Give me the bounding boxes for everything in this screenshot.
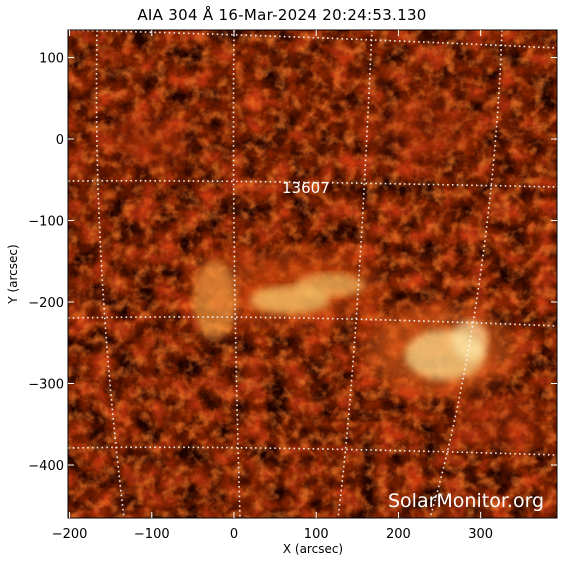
x-tick-label: 100 [304, 527, 329, 542]
heliographic-grid [68, 30, 557, 518]
plot-title: AIA 304 Å 16-Mar-2024 20:24:53.130 [137, 6, 427, 24]
y-tick-label: −300 [28, 378, 64, 393]
plot-frame [67, 29, 558, 519]
bright-active-region-glow [105, 100, 540, 450]
active-region-label: 13607 [282, 179, 330, 197]
x-axis-title: X (arcsec) [283, 542, 343, 556]
x-tick-label: 300 [468, 527, 493, 542]
y-axis-title: Y (arcsec) [6, 244, 20, 304]
y-tick-label: −400 [28, 459, 64, 474]
solarmonitor-watermark: SolarMonitor.org [388, 490, 544, 512]
y-tick-label: 0 [56, 133, 64, 148]
x-tick-label: 0 [230, 527, 238, 542]
x-tick-label: 200 [386, 527, 411, 542]
y-tick-label: −100 [28, 215, 64, 230]
y-tick-label: 100 [39, 52, 64, 67]
solar-image: 13607 SolarMonitor.org [68, 30, 557, 518]
x-tick-label: −200 [52, 527, 88, 542]
y-tick-label: −200 [28, 296, 64, 311]
x-axis: −200 −100 0 100 200 300 [52, 30, 493, 542]
x-tick-label: −100 [134, 527, 170, 542]
y-axis: 100 0 −100 −200 −300 −400 [28, 52, 557, 474]
